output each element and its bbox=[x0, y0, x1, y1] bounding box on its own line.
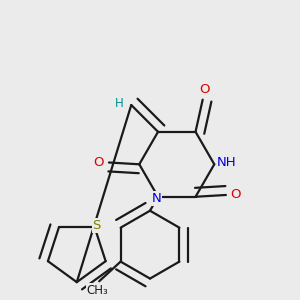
Text: NH: NH bbox=[217, 156, 237, 169]
Text: O: O bbox=[94, 156, 104, 169]
Text: S: S bbox=[92, 219, 100, 232]
Text: O: O bbox=[199, 83, 210, 96]
Text: H: H bbox=[114, 97, 123, 110]
Text: O: O bbox=[231, 188, 241, 202]
Text: CH₃: CH₃ bbox=[86, 284, 108, 297]
Text: N: N bbox=[152, 192, 161, 205]
